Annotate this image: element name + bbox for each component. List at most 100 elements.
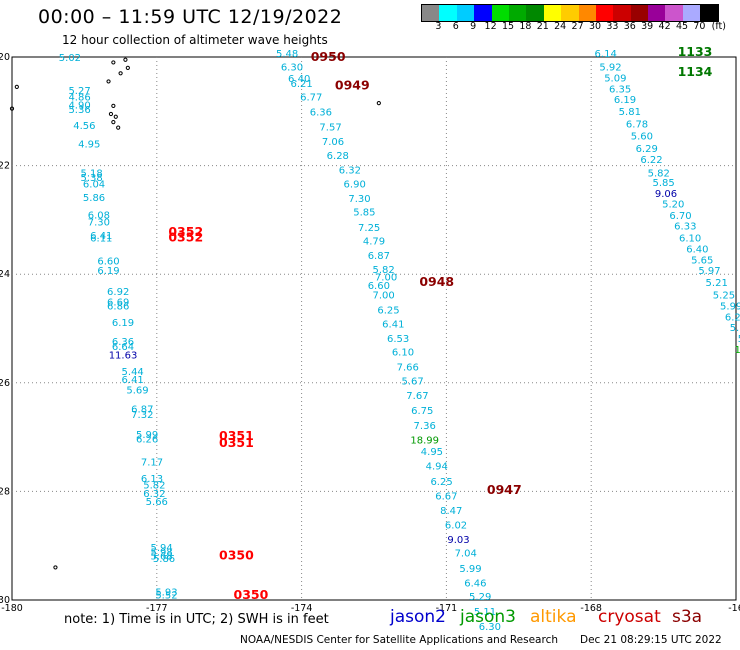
wave-height-value: 7.06 (322, 137, 344, 148)
wave-height-value: 7.36 (414, 421, 436, 432)
colorbar-swatch (456, 5, 475, 21)
generated-timestamp: Dec 21 08:29:15 UTC 2022 (580, 634, 722, 646)
wave-height-value: 6.04 (83, 179, 105, 190)
colorbar-swatch (526, 5, 544, 21)
wave-height-value: 6.19 (97, 266, 119, 277)
wave-height-value: 5.99 (459, 564, 481, 575)
wave-height-value: 5.44 (122, 367, 144, 378)
wave-height-value: 4.86 (68, 92, 90, 103)
wave-height-value: 5.69 (126, 386, 148, 397)
wave-height-value: 7.04 (455, 549, 477, 560)
legend-jason3: jason3 (460, 607, 516, 627)
wave-height-value: 6.86 (107, 301, 129, 312)
x-axis-tick-label: -171 (436, 603, 458, 614)
y-axis-tick-label: -30 (0, 595, 10, 606)
wave-height-value: 5.27 (68, 86, 90, 97)
wave-height-value: 5.82 (373, 265, 395, 276)
x-axis-tick-label: -180 (1, 603, 23, 614)
wave-height-value: 5.48 (276, 49, 298, 60)
island-outline (113, 114, 118, 119)
wave-height-colorbar (421, 4, 719, 22)
island-outline (14, 84, 19, 89)
legend-altika: altika (530, 607, 577, 627)
island-outline (9, 106, 15, 111)
x-axis-tick-label: -174 (291, 603, 313, 614)
wave-height-value: 6.26 (136, 435, 158, 446)
colorbar-tick-label: 27 (571, 21, 584, 32)
wave-height-value: 6.10 (679, 234, 701, 245)
legend-cryosat: cryosat (598, 607, 661, 627)
wave-height-value: 6.32 (339, 166, 361, 177)
wave-height-value: 5.98 (150, 547, 172, 558)
colorbar-tick-label: 42 (658, 21, 671, 32)
x-axis-tick-label: -168 (580, 603, 602, 614)
colorbar-swatch (543, 5, 562, 21)
wave-height-value: 7.57 (319, 122, 341, 133)
colorbar-swatch (665, 5, 683, 21)
wave-height-value: 6.19 (614, 95, 636, 106)
wave-height-value: 5.11 (474, 607, 496, 618)
wave-height-value: 6.08 (88, 210, 110, 221)
wave-height-value: 4.94 (426, 462, 448, 473)
y-axis-tick-label: -20 (0, 52, 10, 63)
wave-height-value: 4.79 (363, 236, 385, 247)
wave-height-value: 5.02 (59, 53, 81, 64)
wave-height-value: 5.5 (738, 334, 740, 345)
wave-height-value: 6.75 (411, 406, 433, 417)
colorbar-labels: 3 6 9 12 15 18 21 24 27 30 33 36 39 42 45 70 (ft) (421, 21, 740, 35)
pass-time-label: 0352 (168, 224, 203, 239)
x-axis-tick-label: -177 (146, 603, 168, 614)
colorbar-swatch (648, 5, 666, 21)
wave-height-value: 6.64 (112, 342, 134, 353)
wave-height-value: 6.14 (595, 49, 617, 60)
wave-height-value: 6.40 (288, 74, 310, 85)
colorbar-tick-label: 3 (435, 21, 442, 32)
island-outline (106, 79, 111, 84)
island-outline (108, 111, 114, 117)
wave-height-value: 5.52 (155, 590, 177, 601)
colorbar-tick-label: 39 (641, 21, 654, 32)
credit-line: NOAA/NESDIS Center for Satellite Applica… (240, 634, 558, 646)
pass-time-label: 1133 (678, 44, 713, 59)
wave-height-value: 11.63 (109, 350, 138, 361)
island-outline (118, 71, 123, 76)
wave-height-value: 5.97 (698, 266, 720, 277)
map-frame (11, 56, 737, 601)
wave-height-value: 6.90 (344, 179, 366, 190)
colorbar-tick-label: 21 (536, 21, 549, 32)
wave-height-value: 6.60 (368, 281, 390, 292)
colorbar-swatch (474, 5, 492, 21)
wave-height-value: 6.33 (674, 222, 696, 233)
pass-time-label: 0350 (234, 587, 269, 602)
wave-height-value: 6.87 (131, 405, 153, 416)
wave-height-value: 6.92 (107, 287, 129, 298)
wave-height-value: 6.41 (122, 375, 144, 386)
wave-height-value: 6.35 (609, 84, 631, 95)
wave-height-value: 5.29 (469, 592, 491, 603)
wave-height-value: 6.87 (368, 251, 390, 262)
colorbar-tick-label: 24 (554, 21, 567, 32)
colorbar-tick-label: 15 (501, 21, 515, 32)
wave-height-value: 4.56 (73, 121, 95, 132)
island-outline (111, 60, 116, 65)
wave-height-value: 5.94 (150, 543, 172, 554)
y-axis-tick-label: -22 (0, 161, 10, 172)
wave-height-value: 6.28 (327, 151, 349, 162)
wave-height-value: 6.10 (392, 348, 414, 359)
pass-time-label: 0950 (311, 49, 346, 64)
wave-height-value: 18.99 (410, 436, 439, 447)
wave-height-value: 5.92 (599, 63, 621, 74)
legend-jason2: jason2 (390, 607, 446, 627)
wave-height-value: 8.47 (440, 506, 462, 517)
wave-height-value: 5.82 (648, 168, 670, 179)
y-axis-tick-label: -26 (0, 378, 10, 389)
wave-height-value: 4.90 (68, 101, 90, 112)
wave-height-value: 7.32 (131, 410, 153, 421)
legend-s3a: s3a (672, 607, 703, 627)
wave-height-value: 9.06 (655, 189, 677, 200)
wave-height-value: 4.95 (78, 140, 100, 151)
wave-height-value: 6.40 (686, 244, 708, 255)
wave-height-value: 6.36 (112, 337, 134, 348)
wave-height-value: 5.36 (68, 105, 90, 116)
